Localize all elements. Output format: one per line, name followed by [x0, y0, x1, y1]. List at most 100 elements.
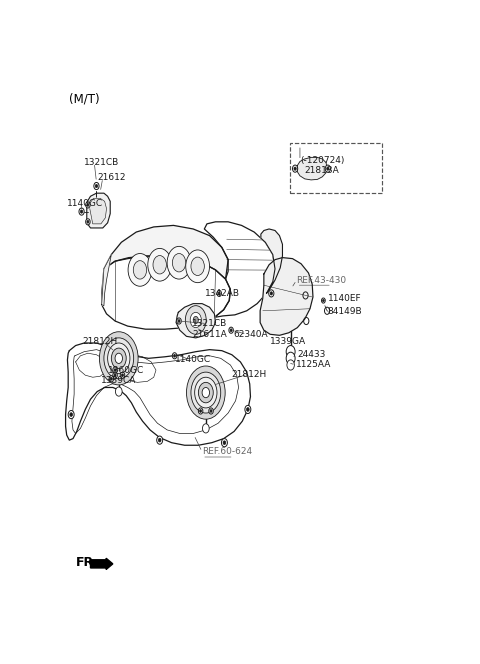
- Circle shape: [323, 299, 324, 301]
- Circle shape: [322, 298, 325, 303]
- Circle shape: [110, 377, 112, 380]
- Circle shape: [87, 220, 89, 223]
- Circle shape: [113, 367, 117, 373]
- Text: 1321CB: 1321CB: [192, 319, 228, 328]
- Circle shape: [157, 436, 163, 444]
- Circle shape: [120, 372, 125, 378]
- Text: (M/T): (M/T): [69, 92, 100, 106]
- Polygon shape: [297, 157, 327, 180]
- Text: (-120724): (-120724): [300, 156, 344, 165]
- Circle shape: [79, 208, 84, 215]
- Circle shape: [325, 165, 330, 172]
- Circle shape: [203, 424, 209, 433]
- Circle shape: [269, 290, 274, 297]
- Polygon shape: [102, 254, 111, 305]
- Circle shape: [148, 248, 172, 281]
- Circle shape: [286, 345, 295, 358]
- Circle shape: [198, 408, 203, 414]
- Circle shape: [218, 292, 220, 295]
- Circle shape: [174, 355, 176, 357]
- Circle shape: [111, 348, 126, 369]
- Circle shape: [87, 204, 89, 207]
- Circle shape: [167, 246, 191, 279]
- Circle shape: [96, 185, 97, 188]
- Circle shape: [229, 327, 233, 333]
- Circle shape: [94, 183, 99, 190]
- Circle shape: [292, 165, 298, 172]
- Text: REF.43-430: REF.43-430: [297, 276, 347, 285]
- Circle shape: [221, 439, 228, 447]
- Polygon shape: [66, 343, 251, 446]
- Circle shape: [191, 372, 221, 413]
- Circle shape: [198, 382, 213, 403]
- Circle shape: [210, 410, 212, 412]
- Polygon shape: [204, 222, 275, 317]
- Text: 21812H: 21812H: [231, 370, 266, 378]
- Circle shape: [327, 167, 329, 170]
- Circle shape: [158, 438, 161, 442]
- Polygon shape: [102, 256, 230, 329]
- Text: 84149B: 84149B: [328, 307, 362, 316]
- Circle shape: [286, 352, 295, 365]
- Text: 62340A: 62340A: [233, 330, 268, 339]
- Polygon shape: [261, 229, 282, 293]
- Circle shape: [114, 374, 116, 376]
- Circle shape: [109, 376, 114, 382]
- Circle shape: [287, 360, 294, 370]
- Text: 1339GA: 1339GA: [270, 337, 306, 346]
- Text: 1140GC: 1140GC: [67, 199, 104, 208]
- Text: 1140GC: 1140GC: [175, 355, 212, 365]
- Circle shape: [230, 329, 232, 331]
- FancyArrow shape: [91, 558, 113, 570]
- Circle shape: [191, 257, 204, 276]
- Circle shape: [70, 413, 72, 416]
- Circle shape: [195, 377, 217, 408]
- Circle shape: [270, 291, 273, 295]
- Circle shape: [185, 305, 206, 334]
- Polygon shape: [104, 225, 228, 279]
- Circle shape: [133, 261, 147, 279]
- Circle shape: [85, 202, 90, 208]
- Circle shape: [202, 388, 210, 398]
- Circle shape: [190, 312, 202, 327]
- Circle shape: [247, 408, 249, 411]
- Text: 21812H: 21812H: [83, 337, 118, 346]
- Circle shape: [104, 338, 133, 378]
- Circle shape: [81, 210, 83, 213]
- Circle shape: [186, 250, 210, 283]
- Polygon shape: [87, 193, 110, 228]
- Text: 1140EF: 1140EF: [328, 294, 361, 303]
- Circle shape: [223, 441, 226, 444]
- Circle shape: [85, 218, 90, 225]
- FancyBboxPatch shape: [290, 143, 382, 193]
- Circle shape: [115, 353, 122, 363]
- Circle shape: [121, 374, 123, 376]
- Text: 1360GC: 1360GC: [108, 366, 144, 374]
- Text: 1321CB: 1321CB: [84, 158, 120, 167]
- Text: 21612: 21612: [97, 173, 126, 183]
- Circle shape: [153, 256, 167, 274]
- Circle shape: [172, 254, 186, 272]
- Text: 1339CA: 1339CA: [101, 376, 136, 385]
- Circle shape: [200, 410, 202, 412]
- Circle shape: [177, 318, 181, 324]
- Text: 21813A: 21813A: [305, 166, 339, 175]
- Circle shape: [128, 254, 152, 286]
- Circle shape: [186, 366, 225, 419]
- Circle shape: [217, 290, 221, 296]
- Circle shape: [172, 353, 177, 359]
- Circle shape: [108, 343, 130, 374]
- Polygon shape: [90, 199, 107, 224]
- Circle shape: [245, 405, 251, 414]
- Polygon shape: [260, 258, 313, 335]
- Text: 21611A: 21611A: [192, 330, 227, 339]
- Circle shape: [178, 319, 180, 323]
- Circle shape: [193, 317, 198, 323]
- Circle shape: [115, 387, 122, 396]
- Circle shape: [114, 369, 116, 371]
- Circle shape: [68, 410, 74, 419]
- Circle shape: [294, 167, 296, 170]
- Circle shape: [99, 332, 138, 385]
- Text: FR.: FR.: [76, 556, 99, 569]
- Text: 1125AA: 1125AA: [296, 361, 331, 369]
